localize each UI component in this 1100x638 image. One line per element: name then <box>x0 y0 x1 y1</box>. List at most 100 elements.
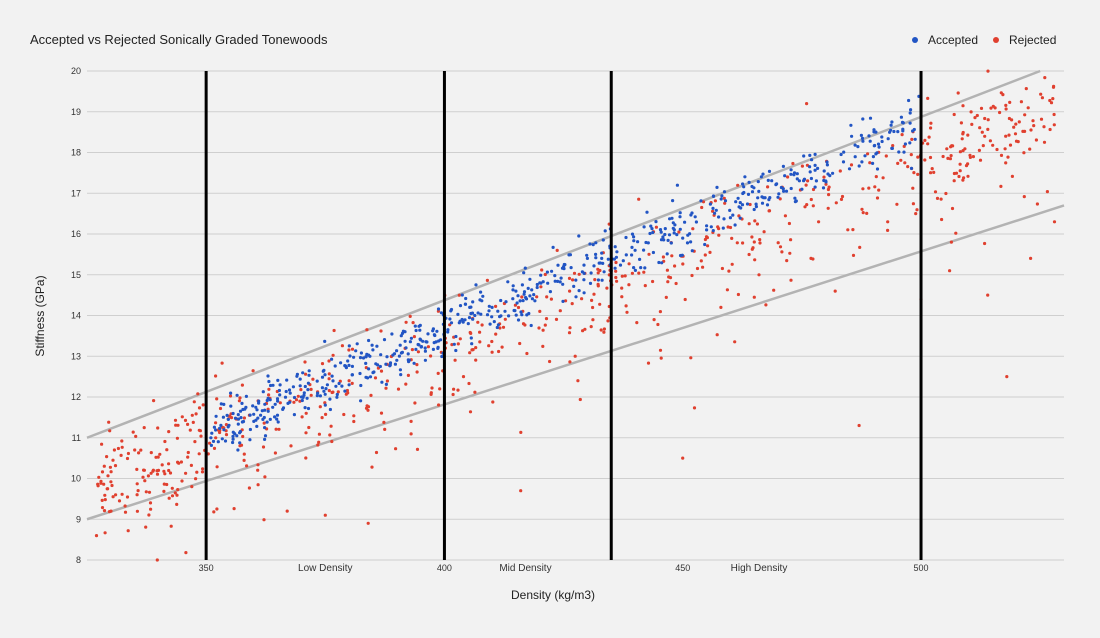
point-rejected <box>805 102 809 106</box>
point-rejected <box>1004 134 1008 138</box>
point-rejected <box>262 421 266 425</box>
point-accepted <box>859 133 864 137</box>
point-accepted <box>899 115 904 119</box>
point-accepted <box>423 346 427 350</box>
point-rejected <box>728 225 733 230</box>
point-accepted <box>645 210 649 214</box>
point-rejected <box>851 253 856 257</box>
point-accepted <box>458 304 463 308</box>
point-accepted <box>781 164 786 168</box>
point-accepted <box>600 251 604 255</box>
point-accepted <box>454 348 458 353</box>
point-rejected <box>928 155 933 160</box>
point-rejected <box>131 430 135 434</box>
point-rejected <box>1042 140 1047 144</box>
point-accepted <box>889 123 893 127</box>
point-accepted <box>260 409 264 413</box>
point-rejected <box>103 493 107 497</box>
point-accepted <box>853 143 857 147</box>
point-rejected <box>978 158 983 162</box>
point-accepted <box>614 255 619 259</box>
point-rejected <box>986 69 990 73</box>
point-accepted <box>657 260 661 265</box>
point-accepted <box>523 266 527 270</box>
point-accepted <box>496 323 500 327</box>
point-accepted <box>266 374 270 378</box>
point-accepted <box>897 150 901 154</box>
point-rejected <box>261 445 266 449</box>
point-accepted <box>496 309 500 313</box>
region-labels: Low Density Mid Density High Density <box>298 563 787 574</box>
point-rejected <box>208 441 212 445</box>
point-accepted <box>783 174 787 178</box>
point-accepted <box>399 351 403 355</box>
point-rejected <box>654 225 659 229</box>
point-rejected <box>186 450 190 455</box>
point-accepted <box>354 349 358 353</box>
point-accepted <box>853 155 857 159</box>
point-rejected <box>413 401 417 405</box>
point-rejected <box>415 363 419 367</box>
point-accepted <box>235 393 239 397</box>
point-accepted <box>784 189 789 193</box>
point-rejected <box>590 298 594 302</box>
point-rejected <box>969 110 973 114</box>
point-rejected <box>350 347 355 351</box>
point-rejected <box>215 507 219 511</box>
point-accepted <box>423 349 427 353</box>
point-accepted <box>511 297 515 301</box>
point-accepted <box>248 438 252 442</box>
point-accepted <box>643 266 647 270</box>
point-accepted <box>633 268 638 272</box>
point-rejected <box>100 506 105 510</box>
point-rejected <box>1019 100 1024 104</box>
y-tick-label-15: 15 <box>71 270 81 280</box>
point-accepted <box>742 185 746 189</box>
point-rejected <box>224 423 228 427</box>
point-rejected <box>497 349 501 354</box>
point-rejected <box>169 524 173 528</box>
point-accepted <box>390 332 394 336</box>
point-accepted <box>714 208 718 212</box>
point-rejected <box>930 167 934 171</box>
point-accepted <box>909 166 914 170</box>
point-rejected <box>786 175 790 179</box>
point-accepted <box>558 280 562 284</box>
point-rejected <box>939 197 943 201</box>
point-accepted <box>603 229 607 233</box>
point-accepted <box>424 340 428 344</box>
point-rejected <box>646 361 651 365</box>
point-accepted <box>305 396 309 400</box>
point-accepted <box>693 215 697 219</box>
point-rejected <box>214 436 218 440</box>
point-accepted <box>222 428 226 432</box>
point-rejected <box>304 431 308 435</box>
point-rejected <box>328 433 332 437</box>
point-rejected <box>294 398 299 402</box>
point-rejected <box>352 419 356 424</box>
point-accepted <box>388 361 393 365</box>
point-rejected <box>902 144 906 148</box>
point-accepted <box>364 355 368 359</box>
point-rejected <box>197 428 201 432</box>
point-accepted <box>460 293 464 297</box>
point-rejected <box>571 278 575 282</box>
point-accepted <box>816 166 820 170</box>
point-rejected <box>106 474 110 478</box>
point-rejected <box>736 292 741 297</box>
point-accepted <box>867 134 871 138</box>
point-accepted <box>912 127 916 132</box>
point-accepted <box>361 356 366 360</box>
point-rejected <box>485 278 489 282</box>
point-accepted <box>439 338 443 342</box>
point-accepted <box>663 232 667 237</box>
point-rejected <box>968 155 973 159</box>
point-rejected <box>183 418 188 422</box>
point-rejected <box>350 381 354 385</box>
point-accepted <box>244 394 248 398</box>
point-accepted <box>378 364 382 369</box>
point-rejected <box>541 328 545 332</box>
point-accepted <box>268 417 272 421</box>
